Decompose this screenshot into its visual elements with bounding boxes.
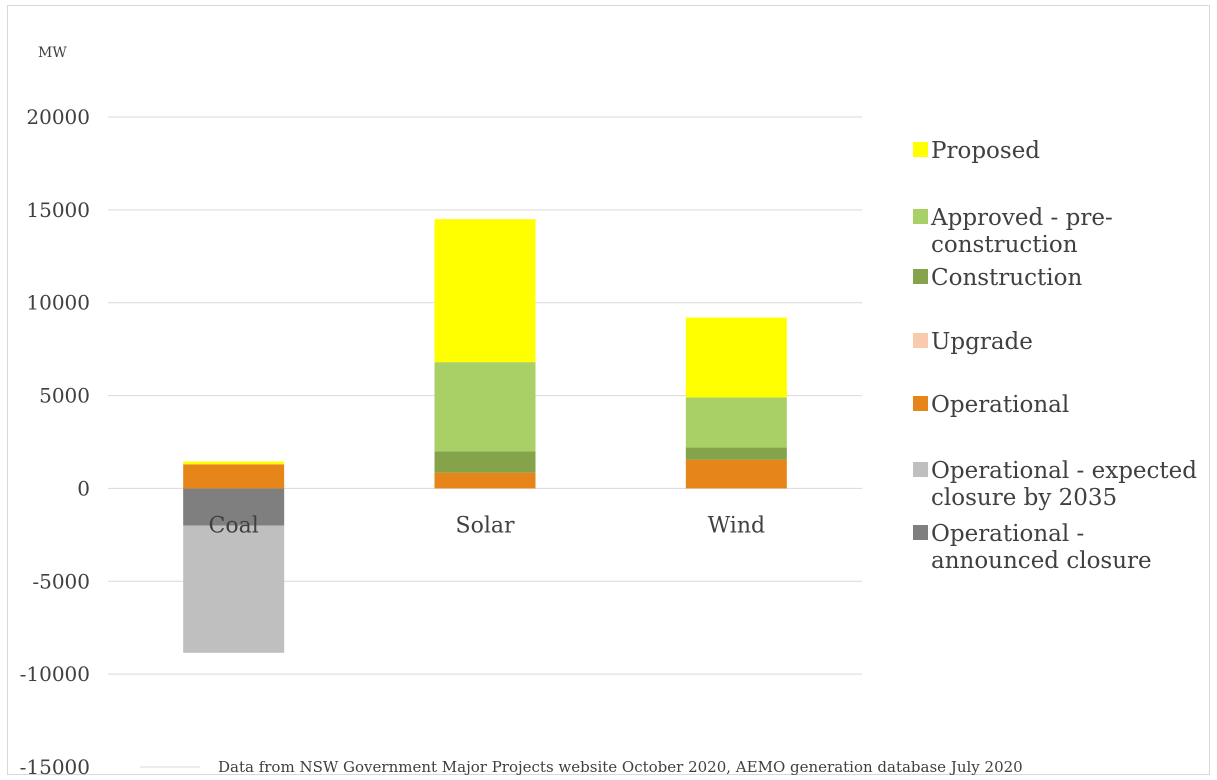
- bar-coal-operational-expected-closure-by-2035: [183, 525, 285, 653]
- legend-swatch: [913, 333, 928, 348]
- legend-swatch: [913, 396, 928, 411]
- legend-label: Approved - pre-construction: [930, 205, 1113, 258]
- bar-solar-construction: [434, 451, 536, 473]
- legend-item-operational-announced-closure: Operational -announced closure: [913, 521, 1152, 574]
- category-label-coal: Coal: [209, 513, 259, 538]
- y-tick-label: -15000: [20, 755, 90, 779]
- bar-wind-proposed: [685, 317, 787, 398]
- legend-label-line: Approved - pre-: [930, 205, 1113, 231]
- legend-item-proposed: Proposed: [913, 138, 1040, 164]
- legend-label-line: Construction: [931, 265, 1082, 291]
- legend-item-operational: Operational: [913, 392, 1069, 418]
- legend-label-line: Upgrade: [931, 329, 1033, 355]
- legend-label-line: Operational -: [931, 521, 1084, 547]
- y-axis-unit-label: MW: [38, 45, 67, 61]
- legend-swatch: [913, 269, 928, 284]
- bars-layer: [183, 219, 787, 653]
- legend-label: Operational: [931, 392, 1069, 418]
- legend-item-approved-pre-construction: Approved - pre-construction: [913, 205, 1113, 258]
- legend-label: Proposed: [931, 138, 1040, 164]
- bar-wind-construction: [685, 447, 787, 460]
- legend-item-construction: Construction: [913, 265, 1082, 291]
- legend-swatch: [913, 209, 928, 224]
- y-tick-label: -10000: [20, 662, 90, 686]
- category-label-solar: Solar: [456, 513, 515, 538]
- legend-label-line: construction: [931, 232, 1078, 258]
- bar-solar-proposed: [434, 219, 536, 363]
- legend-swatch: [913, 462, 928, 477]
- legend-label: Construction: [931, 265, 1082, 291]
- legend-label: Operational -announced closure: [931, 521, 1152, 574]
- bar-wind-operational: [685, 459, 787, 489]
- legend-label-line: announced closure: [931, 548, 1152, 574]
- y-tick-label: 10000: [26, 291, 90, 315]
- bar-solar-operational: [434, 472, 536, 489]
- legend-label-line: closure by 2035: [931, 485, 1117, 511]
- legend-label: Operational - expected closure by 2035: [931, 458, 1197, 511]
- legend-label: Upgrade: [931, 329, 1033, 355]
- legend-item-upgrade: Upgrade: [913, 329, 1033, 355]
- legend-swatch: [913, 525, 928, 540]
- category-labels: Coal Solar Wind: [209, 513, 766, 538]
- source-note: Data from NSW Government Major Projects …: [218, 758, 1023, 776]
- bar-solar-approved-pre-construction: [434, 362, 536, 452]
- bar-coal-proposed: [183, 461, 285, 465]
- y-tick-label: 5000: [39, 384, 90, 408]
- y-tick-label: 15000: [26, 198, 90, 222]
- legend-swatch: [913, 142, 928, 157]
- legend-label-line: Operational: [931, 392, 1069, 418]
- legend: Proposed Approved - pre-construction Const…: [913, 138, 1197, 574]
- ticks-layer: 20000 15000 10000 5000 0 -5000 -10000 -15000: [20, 105, 90, 779]
- legend-label-line: Proposed: [931, 138, 1040, 164]
- y-tick-label: 0: [77, 476, 90, 500]
- category-label-wind: Wind: [708, 513, 766, 538]
- bar-coal-operational-announced-closure: [183, 488, 285, 526]
- bar-coal-operational: [183, 464, 285, 489]
- y-tick-label: 20000: [26, 105, 90, 129]
- y-tick-label: -5000: [32, 569, 90, 593]
- legend-item-operational-expected-closure-by-2035: Operational - expected closure by 2035: [913, 458, 1197, 511]
- legend-label-line: Operational - expected: [931, 458, 1197, 484]
- bar-wind-approved-pre-construction: [685, 397, 787, 448]
